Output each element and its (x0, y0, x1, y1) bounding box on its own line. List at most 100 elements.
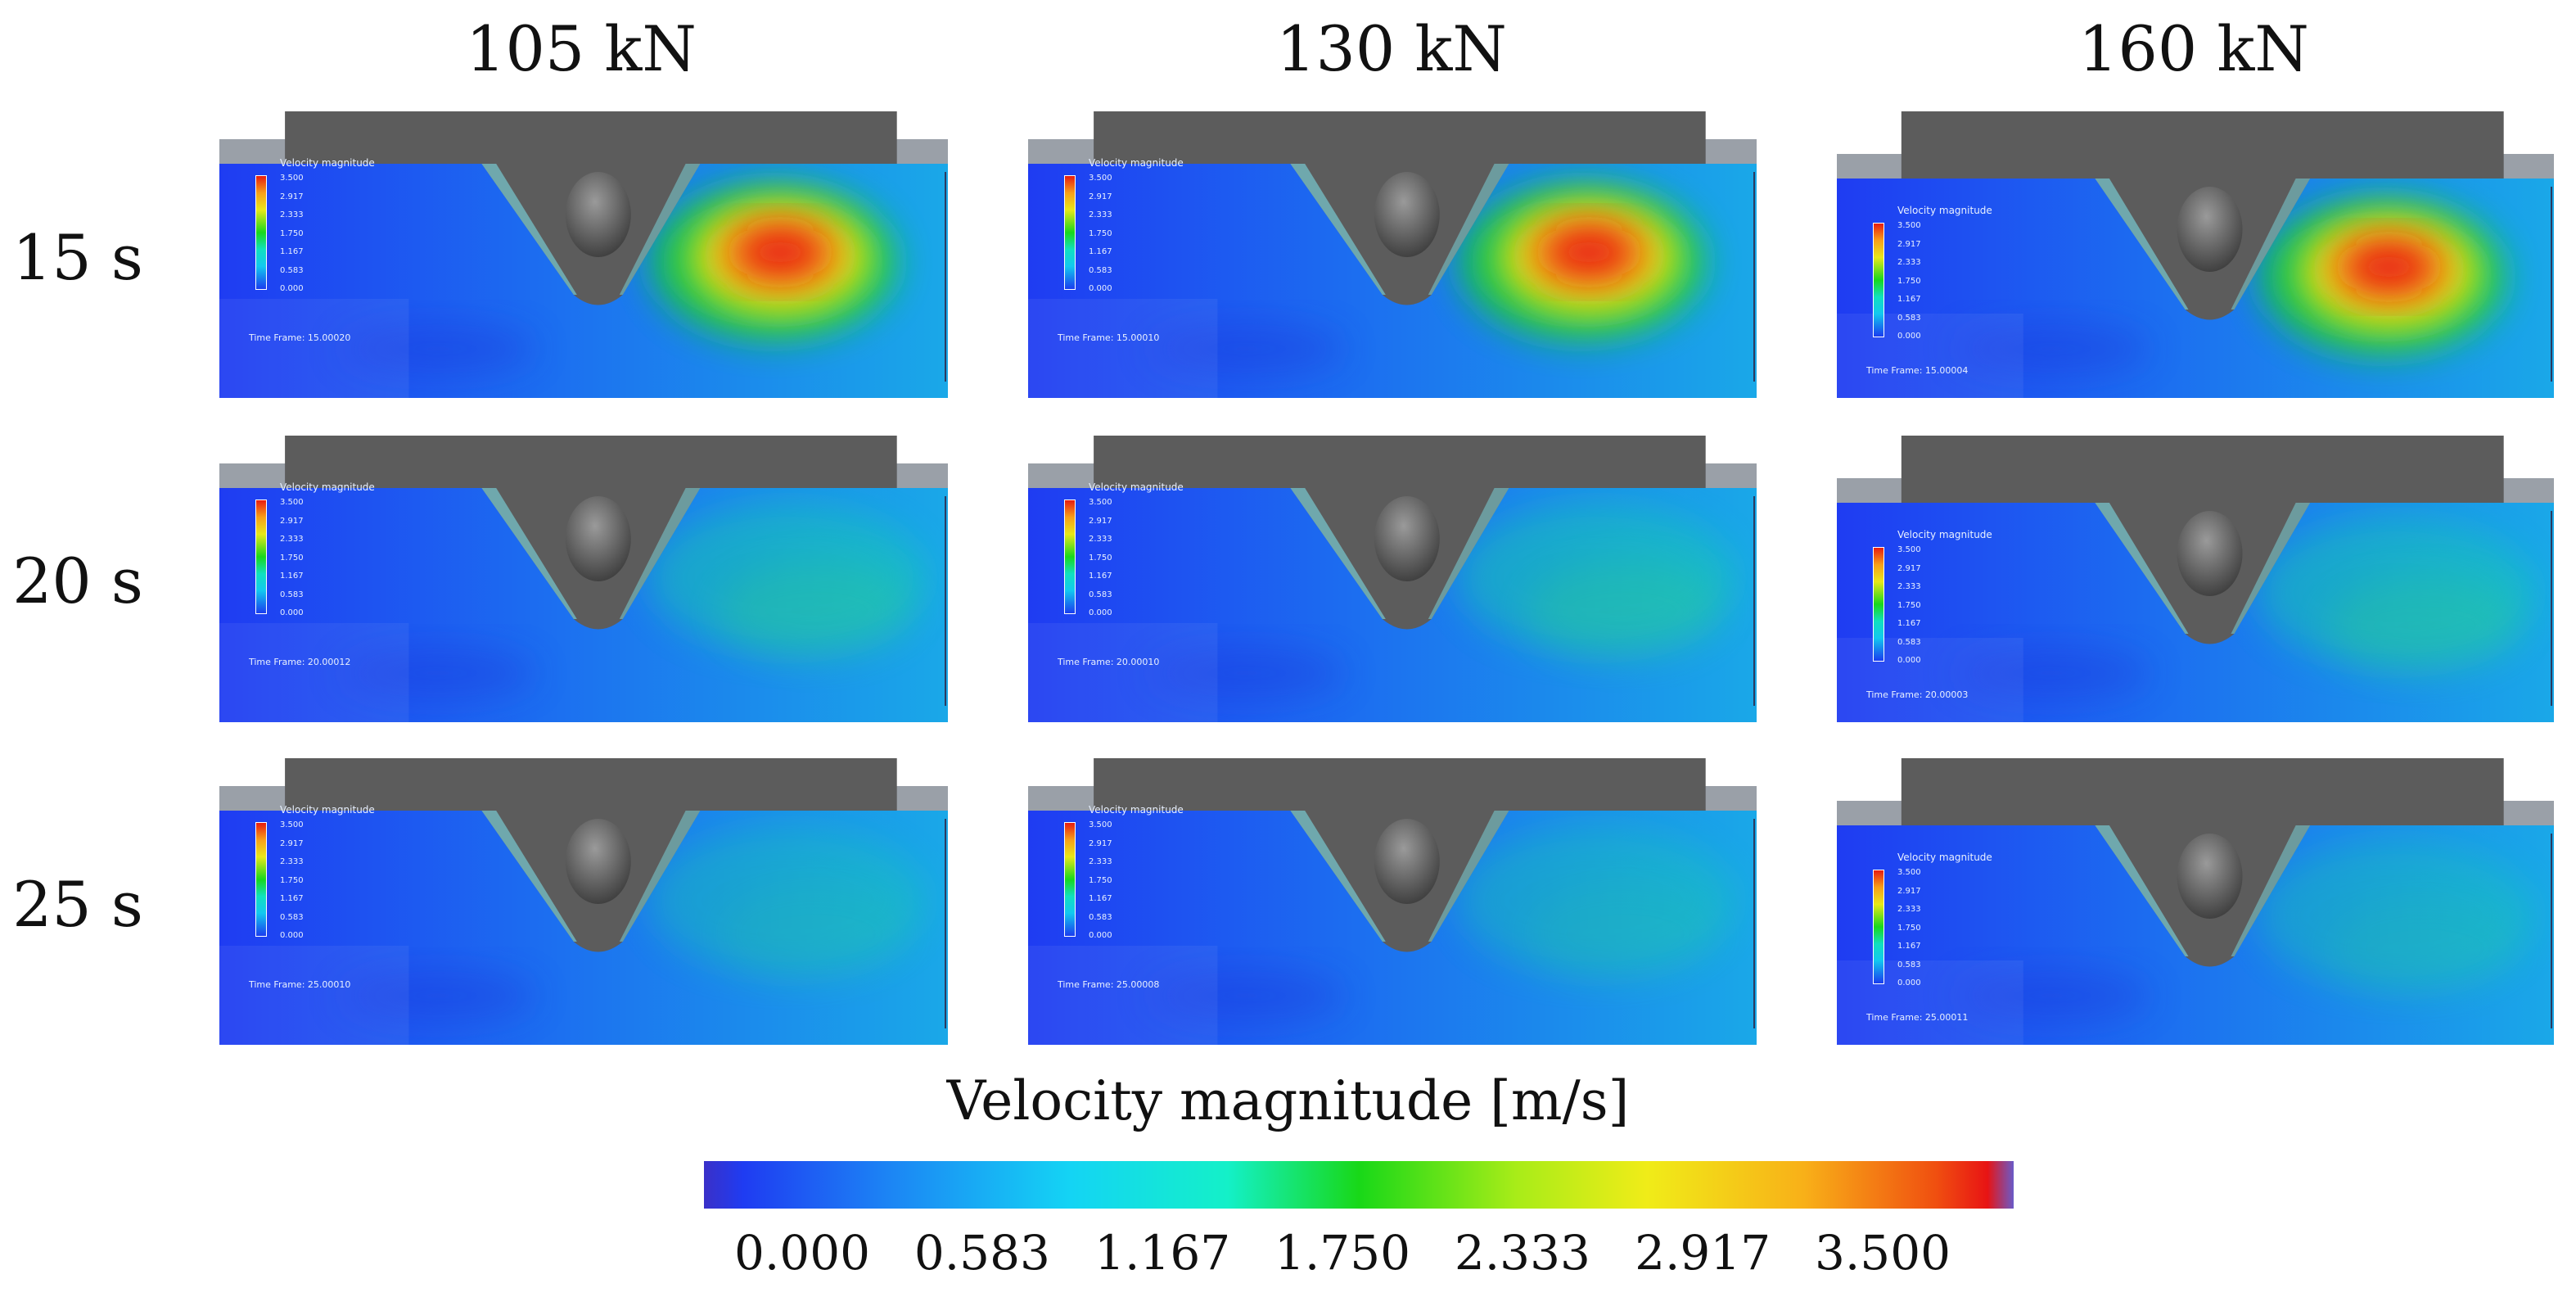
panel-axis (2546, 187, 2552, 382)
panel-legend-value: 0.000 (1897, 332, 1921, 341)
column-heading-130kn: 130 kN (1276, 12, 1507, 85)
panel-legend-value: 3.500 (280, 174, 304, 183)
panel-legend-value: 0.583 (1089, 912, 1112, 922)
panel-legend-value: 0.583 (280, 265, 304, 275)
panel-axis (1748, 172, 1755, 382)
colorbar-title: Velocity magnitude [m/s] (946, 1069, 1630, 1132)
panel-legend-value: 1.167 (1897, 942, 1921, 951)
panel-legend-value: 0.583 (280, 912, 304, 922)
panel-legend-title: Velocity magnitude (280, 804, 375, 816)
simulation-panel: Velocity magnitude 3.500 2.917 2.333 1.750 1… (1837, 758, 2554, 1045)
colorbar-tick-label: 2.333 (1454, 1225, 1590, 1281)
simulation-panel: Velocity magnitude 3.500 2.917 2.333 1.750 1… (1837, 436, 2554, 722)
panel-legend-value: 0.583 (1897, 637, 1921, 647)
panel-legend-value: 3.500 (1089, 498, 1112, 507)
panel-legend-value: 0.000 (1089, 931, 1112, 940)
panel-legend-value: 1.750 (280, 875, 304, 885)
panel-legend-value: 0.000 (280, 608, 304, 617)
panel-legend-title: Velocity magnitude (1897, 852, 1992, 863)
panel-time-frame: Time Frame: 15.00004 (1866, 365, 1969, 376)
simulation-panel: Velocity magnitude 3.500 2.917 2.333 1.750 1… (219, 436, 948, 722)
panel-legend-title: Velocity magnitude (1089, 157, 1184, 169)
panel-legend-value: 2.333 (1089, 210, 1112, 219)
panel-legend-colorbar (255, 499, 267, 614)
simulation-panel: Velocity magnitude 3.500 2.917 2.333 1.750 1… (1028, 111, 1757, 398)
panel-time-frame: Time Frame: 20.00010 (1058, 657, 1160, 667)
panel-legend-value: 2.917 (280, 192, 304, 201)
panel-legend-value: 1.750 (1089, 553, 1112, 563)
panel-legend-value: 1.750 (1897, 276, 1921, 286)
panel-legend-value: 1.750 (1897, 600, 1921, 610)
panel-legend-value: 2.917 (1089, 838, 1112, 848)
panel-legend-value: 1.167 (1089, 247, 1112, 256)
row-heading-20s: 20 s (12, 545, 143, 617)
panel-legend-value: 1.167 (1897, 295, 1921, 304)
panel-legend-value: 2.917 (280, 516, 304, 526)
panel-legend-value: 3.500 (280, 498, 304, 507)
panel-legend-colorbar (1064, 499, 1076, 614)
colorbar (704, 1161, 2014, 1209)
panel-legend-colorbar (1064, 175, 1076, 290)
panel-legend-values: 3.500 2.917 2.333 1.750 1.167 0.583 0.000 (1089, 174, 1112, 293)
panel-axis (2546, 834, 2552, 1028)
panel-legend-value: 2.333 (1089, 857, 1112, 866)
panel-legend-value: 2.917 (1897, 886, 1921, 896)
panel-time-frame: Time Frame: 20.00012 (249, 657, 351, 667)
panel-legend-value: 3.500 (1897, 868, 1921, 877)
simulation-panel: Velocity magnitude 3.500 2.917 2.333 1.750 1… (1028, 758, 1757, 1045)
panel-time-frame: Time Frame: 15.00010 (1058, 332, 1160, 343)
panel-legend-colorbar (1873, 547, 1884, 662)
panel-legend-value: 2.917 (1897, 563, 1921, 573)
panel-legend-value: 3.500 (1897, 545, 1921, 554)
panel-legend-value: 0.000 (280, 284, 304, 293)
panel-legend-value: 1.167 (1089, 894, 1112, 903)
panel-legend-value: 0.000 (1897, 978, 1921, 987)
panel-legend-value: 1.750 (1089, 875, 1112, 885)
panel-legend-value: 1.167 (1897, 619, 1921, 628)
panel-axis (940, 496, 946, 706)
panel-legend-value: 1.750 (1897, 923, 1921, 933)
panel-legend-value: 2.333 (280, 857, 304, 866)
panel-legend-value: 2.333 (1897, 905, 1921, 914)
panel-axis (940, 819, 946, 1028)
colorbar-tick-label: 1.167 (1094, 1225, 1231, 1281)
panel-time-frame: Time Frame: 15.00020 (249, 332, 351, 343)
panel-legend-values: 3.500 2.917 2.333 1.750 1.167 0.583 0.000 (1897, 545, 1921, 665)
panel-legend-value: 2.917 (1089, 192, 1112, 201)
panel-legend-value: 3.500 (1089, 174, 1112, 183)
panel-axis (1748, 819, 1755, 1028)
panel-legend-values: 3.500 2.917 2.333 1.750 1.167 0.583 0.000 (1897, 221, 1921, 341)
panel-time-frame: Time Frame: 25.00011 (1866, 1012, 1969, 1023)
panel-axis (1748, 496, 1755, 706)
panel-legend-value: 3.500 (280, 820, 304, 829)
panel-legend-title: Velocity magnitude (280, 481, 375, 493)
panel-time-frame: Time Frame: 25.00008 (1058, 979, 1160, 990)
panel-legend-value: 0.583 (1897, 960, 1921, 969)
row-heading-25s: 25 s (12, 868, 143, 941)
panel-legend-value: 1.167 (1089, 572, 1112, 581)
panel-legend-value: 3.500 (1089, 820, 1112, 829)
panel-legend-title: Velocity magnitude (1897, 529, 1992, 540)
panel-legend-title: Velocity magnitude (1089, 481, 1184, 493)
panel-legend-value: 2.917 (1089, 516, 1112, 526)
panel-legend-value: 2.333 (1897, 582, 1921, 591)
panel-legend-value: 1.167 (280, 247, 304, 256)
panel-legend-value: 1.750 (1089, 228, 1112, 238)
colorbar-tick-label: 2.917 (1635, 1225, 1771, 1281)
panel-legend-value: 2.333 (1897, 258, 1921, 267)
panel-legend-title: Velocity magnitude (1089, 804, 1184, 816)
panel-legend-title: Velocity magnitude (1897, 205, 1992, 216)
panel-legend-values: 3.500 2.917 2.333 1.750 1.167 0.583 0.000 (1089, 498, 1112, 617)
panel-legend-value: 2.917 (1897, 239, 1921, 249)
panel-legend-value: 0.000 (280, 931, 304, 940)
panel-legend-value: 1.750 (280, 553, 304, 563)
panel-legend-value: 0.000 (1089, 284, 1112, 293)
panel-axis (940, 172, 946, 382)
panel-legend-value: 1.750 (280, 228, 304, 238)
row-heading-15s: 15 s (12, 221, 143, 294)
panel-legend-value: 2.333 (280, 210, 304, 219)
panel-legend-values: 3.500 2.917 2.333 1.750 1.167 0.583 0.000 (1089, 820, 1112, 940)
panel-legend-colorbar (1873, 223, 1884, 337)
panel-legend-values: 3.500 2.917 2.333 1.750 1.167 0.583 0.000 (280, 174, 304, 293)
panel-time-frame: Time Frame: 20.00003 (1866, 689, 1969, 700)
